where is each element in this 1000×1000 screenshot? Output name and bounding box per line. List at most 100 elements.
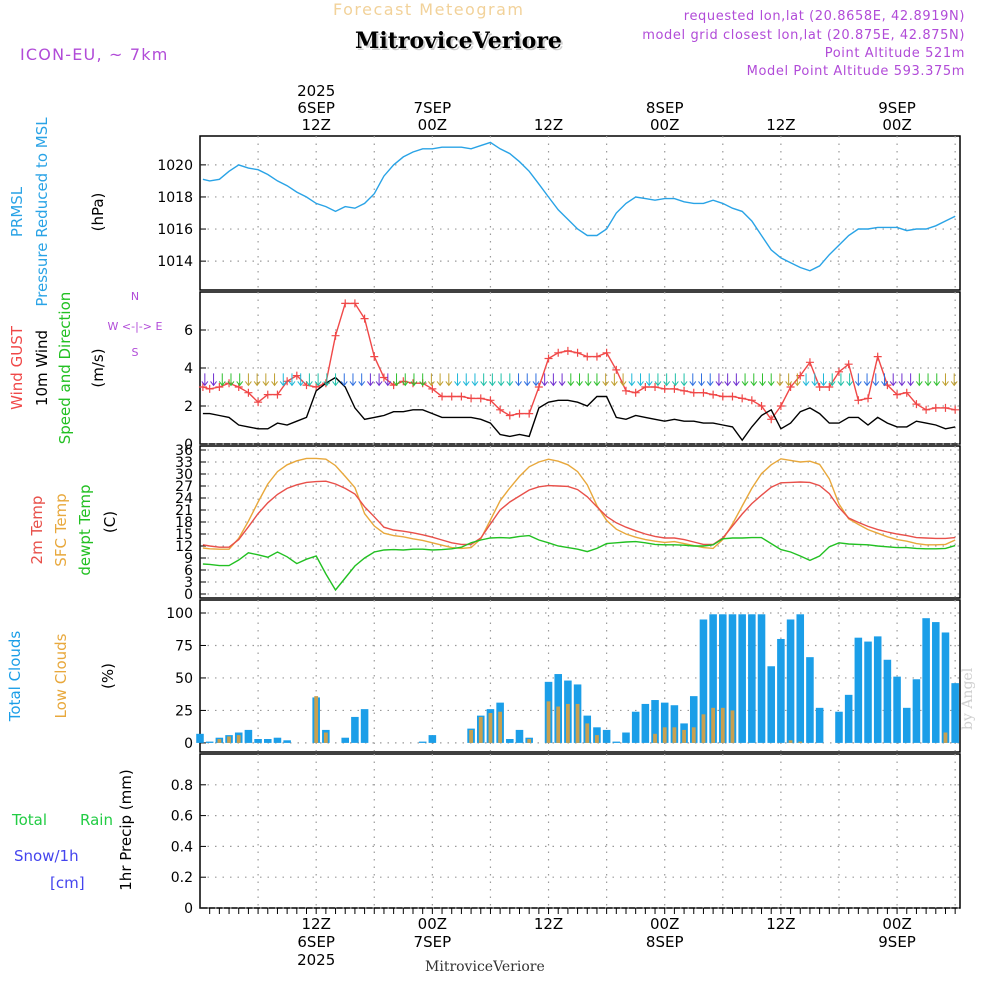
y-tick-label: 25 — [175, 703, 193, 719]
wind-arrow — [541, 373, 549, 387]
temp-unit: (C) — [101, 511, 119, 533]
y-tick-label: 75 — [175, 638, 193, 654]
gust-marker — [689, 388, 698, 397]
gust-marker — [670, 384, 679, 393]
total-cloud-bar — [660, 702, 669, 743]
gust-marker — [621, 386, 630, 395]
gust-marker — [641, 383, 650, 391]
wind-dir-label: Speed and Direction — [56, 292, 74, 445]
low-cloud-bar — [566, 703, 570, 743]
low-cloud-bar — [682, 729, 686, 743]
total-cloud-bar — [951, 683, 959, 743]
low-cloud-bar — [585, 723, 590, 743]
total-cloud-bar — [902, 707, 911, 743]
low-cloud-bar — [943, 732, 948, 743]
compass-we: W <-|-> E — [108, 320, 163, 333]
pressure-unit: (hPa) — [89, 193, 107, 232]
wind-arrow — [366, 373, 374, 387]
time-label-top: 00Z — [418, 116, 447, 134]
total-cloud-bar — [767, 666, 775, 743]
total-cloud-bar — [932, 622, 940, 743]
low-cloud-bar — [701, 714, 706, 743]
total-cloud-bar — [748, 614, 756, 743]
wind-arrow — [480, 373, 488, 387]
total-cloud-bar — [602, 729, 611, 743]
wind-arrow — [445, 373, 453, 387]
total-cloud-bar — [844, 694, 853, 743]
panel-wind: 0 2 4 6 — [184, 291, 961, 453]
wind-arrow — [654, 373, 662, 387]
footer-location: MitroviceVeriore — [425, 959, 545, 975]
wind-unit: (m/s) — [89, 348, 107, 387]
gust-marker — [660, 384, 669, 393]
gust-marker — [873, 352, 882, 361]
gust-marker — [428, 384, 437, 393]
wind-arrow — [750, 373, 758, 387]
y-tick-label: 12 — [175, 539, 193, 555]
wind-arrow — [488, 373, 496, 387]
gust-marker — [718, 392, 727, 401]
gust-marker — [331, 331, 340, 340]
wind-arrow — [506, 373, 514, 387]
wind-arrow — [471, 373, 479, 387]
gust-marker — [805, 358, 814, 367]
compass-n: N — [131, 290, 139, 303]
y-tick-label: 0.2 — [171, 870, 193, 886]
total-cloud-bar — [418, 741, 427, 743]
wind-arrow — [236, 373, 244, 387]
wind-arrow — [715, 373, 723, 387]
low-cloud-bar — [527, 739, 532, 743]
y-tick-label: 0.8 — [171, 778, 193, 794]
gust-marker — [757, 402, 766, 410]
time-label-bottom: 12Z — [534, 915, 563, 933]
gust-marker — [515, 409, 524, 418]
time-label-bottom: 00Z — [418, 915, 447, 933]
wind-arrow — [497, 373, 505, 387]
total-cloud-bar — [941, 632, 950, 743]
gust-marker — [728, 392, 737, 401]
wind-arrow — [706, 373, 714, 387]
total-cloud-bar — [883, 659, 892, 743]
wind-arrow — [454, 373, 461, 387]
y-tick-label: 0 — [184, 736, 193, 752]
y-tick-label: 3 — [184, 575, 193, 591]
low-cloud-bar — [488, 713, 493, 743]
wind-arrow — [462, 373, 470, 387]
y-tick-label: 0 — [184, 901, 193, 917]
gust-marker — [534, 383, 543, 391]
time-label-bottom: 00Z — [882, 915, 911, 933]
gust-line — [202, 302, 956, 421]
snow-label: Snow/1h — [14, 847, 79, 865]
snow-unit: [cm] — [50, 874, 85, 892]
low-cloud-bar — [546, 701, 551, 743]
y-tick-label: 1014 — [157, 254, 193, 270]
y-tick-label: 15 — [175, 527, 193, 543]
total-cloud-bar — [506, 739, 514, 743]
wind-arrow — [793, 373, 801, 387]
wind-arrow — [532, 373, 540, 387]
time-label-top: 12Z — [301, 116, 330, 134]
wind-arrow — [671, 373, 679, 387]
low-cloud-bar — [469, 729, 473, 743]
total-cloud-bar — [815, 707, 824, 743]
low-cloud-bar — [788, 740, 793, 743]
gust-marker — [767, 415, 776, 424]
wind-arrow — [358, 373, 366, 387]
y-tick-label: 6 — [184, 563, 193, 579]
gust-marker — [292, 371, 301, 380]
wind-arrow — [515, 373, 522, 387]
wind-arrow — [732, 373, 740, 387]
low-cloud-bar — [691, 727, 696, 743]
wind-arrow — [907, 373, 915, 387]
gust-marker — [263, 390, 272, 399]
gust-marker — [370, 352, 379, 361]
gust-marker — [505, 411, 514, 420]
low-cloud-bar — [575, 703, 580, 743]
y-tick-label: 33 — [175, 455, 193, 471]
wind-arrow — [785, 373, 793, 387]
wind-arrow — [619, 373, 627, 387]
dewpt-label: dewpt Temp — [76, 484, 94, 575]
wind-arrow — [767, 373, 775, 387]
low-cloud-bar — [730, 710, 735, 743]
low-cloud-bar — [672, 727, 677, 743]
